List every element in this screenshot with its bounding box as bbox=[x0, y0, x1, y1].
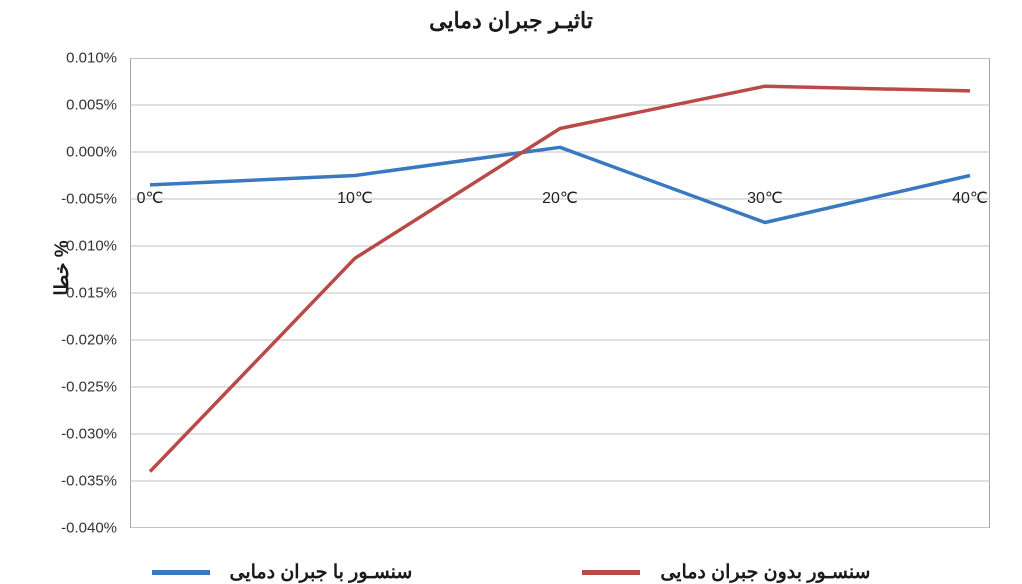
y-tick-label: -0.030% bbox=[37, 426, 117, 443]
x-tick-label: 20℃ bbox=[542, 188, 578, 208]
chart-title: تاثیـر جبران دمایی bbox=[0, 8, 1022, 34]
plot-area bbox=[130, 58, 990, 528]
series-line bbox=[150, 86, 970, 471]
legend-label-series-2: سنسـور بدون جبران دمایی bbox=[660, 561, 870, 584]
y-tick-label: -0.005% bbox=[37, 191, 117, 208]
chart-container: تاثیـر جبران دمایی خطا % 0.010%0.005%0.0… bbox=[0, 8, 1022, 584]
x-tick-label: 10℃ bbox=[337, 188, 373, 208]
y-tick-label: 0.010% bbox=[37, 50, 117, 67]
chart-svg bbox=[130, 58, 990, 528]
legend: سنسـور با جبران دمایی سنسـور بدون جبران … bbox=[0, 561, 1022, 584]
x-tick-label: 30℃ bbox=[747, 188, 783, 208]
legend-item-series-2: سنسـور بدون جبران دمایی bbox=[582, 561, 870, 584]
y-tick-label: -0.025% bbox=[37, 379, 117, 396]
x-tick-label: 40℃ bbox=[952, 188, 988, 208]
y-tick-label: -0.020% bbox=[37, 332, 117, 349]
y-tick-label: 0.005% bbox=[37, 97, 117, 114]
y-tick-label: -0.015% bbox=[37, 285, 117, 302]
legend-item-series-1: سنسـور با جبران دمایی bbox=[152, 561, 413, 584]
legend-swatch-series-2 bbox=[582, 570, 640, 575]
x-tick-label: 0℃ bbox=[137, 188, 164, 208]
series-line bbox=[150, 147, 970, 222]
legend-swatch-series-1 bbox=[152, 570, 210, 575]
legend-label-series-1: سنسـور با جبران دمایی bbox=[230, 561, 413, 584]
y-tick-label: -0.035% bbox=[37, 473, 117, 490]
y-tick-label: -0.040% bbox=[37, 520, 117, 537]
y-tick-label: 0.000% bbox=[37, 144, 117, 161]
y-tick-label: -0.010% bbox=[37, 238, 117, 255]
